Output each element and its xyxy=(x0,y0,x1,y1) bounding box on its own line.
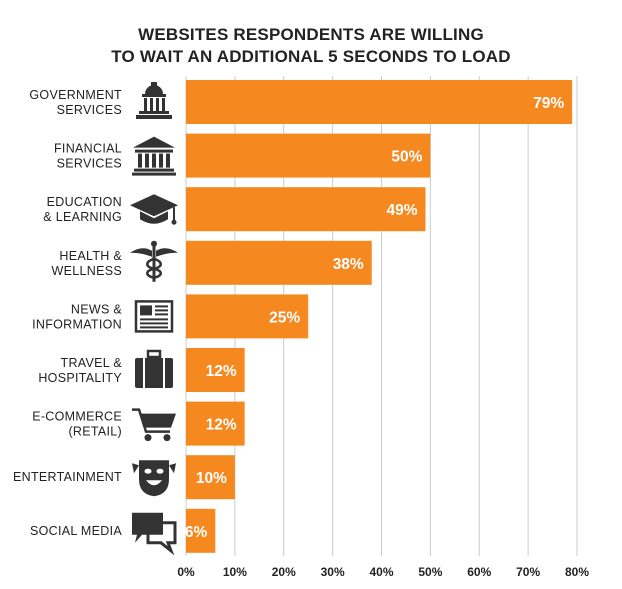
bar-value-label: 38% xyxy=(333,256,364,273)
category-label: TRAVEL & HOSPITALITY xyxy=(38,356,122,385)
x-tick-label: 60% xyxy=(467,565,491,579)
category-labels: GOVERNMENT SERVICES FINANCIAL SERVICES EDUCA… xyxy=(13,88,122,538)
category-label: SOCIAL MEDIA xyxy=(30,524,122,538)
bank-icon xyxy=(132,136,176,176)
government-building-icon xyxy=(136,82,172,119)
chat-bubbles-icon xyxy=(132,512,177,556)
bar xyxy=(186,348,245,392)
category-label: NEWS & INFORMATION xyxy=(32,302,122,331)
shopping-cart-icon xyxy=(132,408,176,442)
bar xyxy=(186,240,372,285)
bar-value-label: 25% xyxy=(269,309,300,326)
bar-value-label: 50% xyxy=(391,149,422,166)
x-tick-label: 70% xyxy=(516,565,540,579)
graduation-cap-icon xyxy=(130,194,178,225)
bars: 79% 50% 49% 38% 25% 12% 12% 10% 6% xyxy=(185,80,573,553)
bar xyxy=(186,294,309,339)
bar xyxy=(186,508,216,553)
category-label: E-COMMERCE (RETAIL) xyxy=(32,410,122,439)
bar xyxy=(186,187,426,232)
bar-value-label: 6% xyxy=(185,524,208,541)
x-tick-label: 50% xyxy=(418,565,442,579)
x-tick-label: 80% xyxy=(565,565,589,579)
caduceus-icon xyxy=(130,240,178,282)
x-tick-label: 40% xyxy=(369,565,393,579)
category-label: FINANCIAL SERVICES xyxy=(54,142,122,171)
x-tick-label: 10% xyxy=(223,565,247,579)
x-tick-label: 30% xyxy=(321,565,345,579)
bar-value-label: 10% xyxy=(196,470,227,487)
bar xyxy=(186,455,235,500)
bar xyxy=(186,401,245,446)
category-icons xyxy=(130,82,178,556)
x-tick-label: 0% xyxy=(177,565,195,579)
luggage-icon xyxy=(135,349,173,388)
bar xyxy=(186,80,573,124)
newspaper-icon xyxy=(134,300,174,333)
bar-value-label: 12% xyxy=(206,417,237,434)
theater-mask-icon xyxy=(132,460,176,497)
category-label: GOVERNMENT SERVICES xyxy=(29,88,122,117)
bar-value-label: 12% xyxy=(206,363,237,380)
x-axis-ticks: 0% 10% 20% 30% 40% 50% 60% 70% 80% xyxy=(177,565,589,579)
bar-value-label: 49% xyxy=(386,202,417,219)
category-label: ENTERTAINMENT xyxy=(13,470,122,484)
category-label: EDUCATION & LEARNING xyxy=(43,195,122,224)
chart-title-line-2: TO WAIT AN ADDITIONAL 5 SECONDS TO LOAD xyxy=(111,47,511,66)
category-label: HEALTH & WELLNESS xyxy=(52,249,123,278)
bar xyxy=(186,133,431,178)
x-tick-label: 20% xyxy=(272,565,296,579)
chart-title-line-1: WEBSITES RESPONDENTS ARE WILLING xyxy=(138,25,484,44)
bar-value-label: 79% xyxy=(533,95,564,112)
chart-title: WEBSITES RESPONDENTS ARE WILLING TO WAIT… xyxy=(0,24,622,68)
